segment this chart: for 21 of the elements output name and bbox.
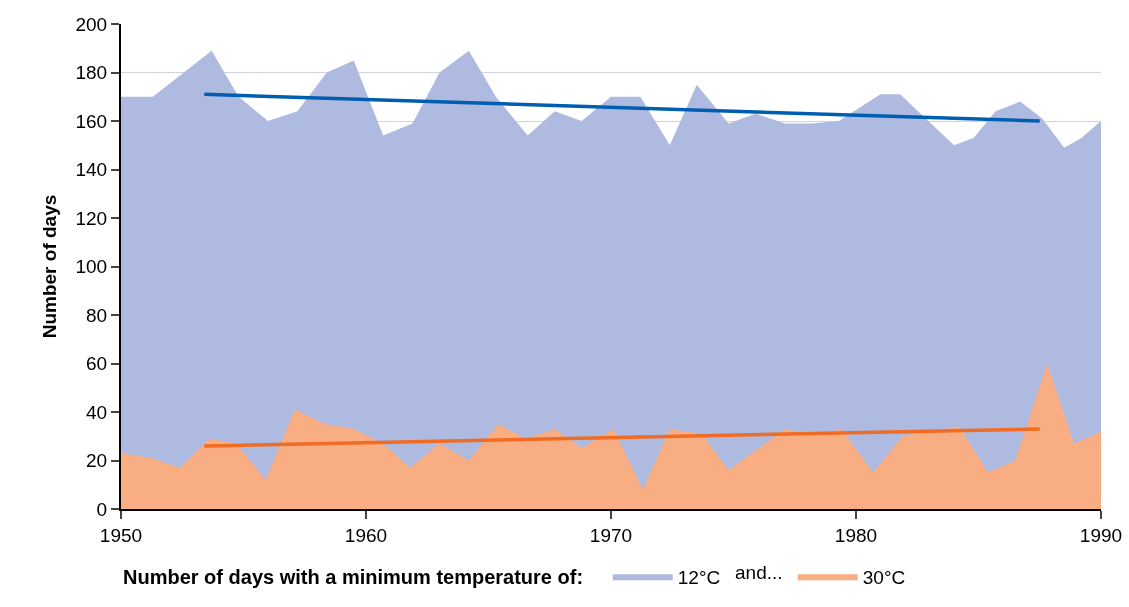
- y-tick-label: 140: [75, 159, 108, 181]
- y-tick-label: 0: [96, 498, 108, 520]
- x-tick-label: 1990: [1079, 524, 1123, 546]
- y-tick-label: 60: [86, 353, 108, 375]
- y-tick-label: 180: [75, 62, 108, 84]
- legend-title: Number of days with a minimum temperature of:: [123, 565, 584, 588]
- text: and...: [735, 562, 783, 583]
- y-tick-label: 100: [75, 256, 108, 278]
- y-tick-label: 120: [75, 207, 108, 229]
- y-tick-label: 20: [86, 450, 108, 472]
- x-tick-label: 1950: [99, 524, 143, 546]
- x-tick-label: 1960: [344, 524, 388, 546]
- y-tick-label: 80: [86, 304, 108, 326]
- x-tick-label: 1980: [834, 524, 878, 546]
- y-axis-title: Number of days: [38, 194, 60, 339]
- y-tick-label: 200: [75, 13, 108, 35]
- x-tick-label: 1970: [589, 524, 633, 546]
- legend-label: 12°C: [677, 566, 721, 588]
- legend-label: 30°C: [862, 566, 906, 588]
- y-tick-label: 160: [75, 110, 108, 132]
- y-tick-label: 40: [86, 401, 108, 423]
